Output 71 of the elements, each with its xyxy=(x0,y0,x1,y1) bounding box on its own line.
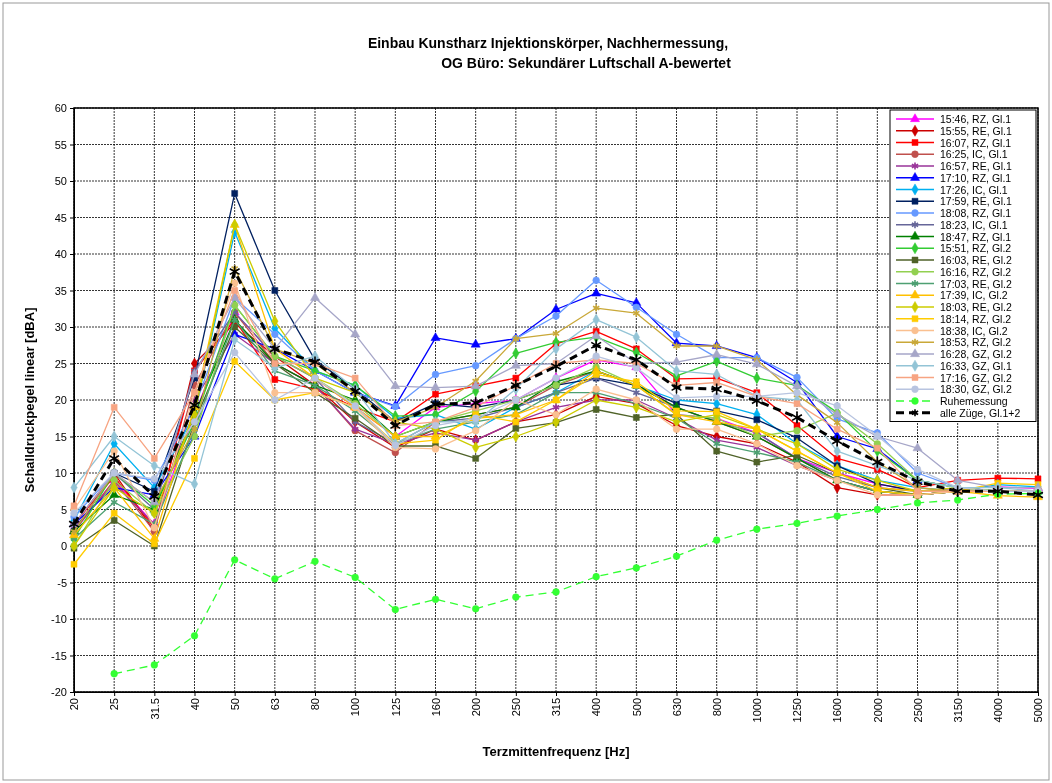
legend-label: 15:46, RZ, Gl.1 xyxy=(940,113,1012,125)
y-tick-label: 5 xyxy=(60,503,67,516)
legend-label: 17:59, RE, Gl.1 xyxy=(940,195,1012,208)
x-tick-label: 5000 xyxy=(1032,698,1045,723)
legend-label: 16:07, RZ, Gl.1 xyxy=(940,136,1012,149)
x-tick-label: 25 xyxy=(108,698,121,711)
x-tick-label: 20 xyxy=(68,698,81,711)
legend-label: Ruhemessung xyxy=(940,395,1008,407)
x-tick-label: 800 xyxy=(710,698,723,717)
y-tick-label: -20 xyxy=(51,686,67,699)
x-tick-label: 500 xyxy=(630,698,643,717)
x-tick-label: 2000 xyxy=(871,698,884,723)
x-tick-label: 100 xyxy=(349,698,362,717)
legend-label: alle Züge, Gl.1+2 xyxy=(940,406,1021,419)
legend-label: 17:39, IC, Gl.2 xyxy=(940,289,1008,302)
y-tick-label: 40 xyxy=(54,248,67,261)
y-tick-label: 55 xyxy=(54,138,67,151)
y-tick-label: 30 xyxy=(54,321,67,334)
y-tick-label: 0 xyxy=(60,540,67,553)
legend-label: 16:03, RE, Gl.2 xyxy=(940,254,1012,266)
x-tick-label: 63 xyxy=(269,698,282,711)
x-tick-label: 160 xyxy=(429,698,442,717)
legend-label: 18:38, IC, Gl.2 xyxy=(940,324,1008,337)
x-tick-label: 315 xyxy=(550,698,563,717)
x-tick-label: 80 xyxy=(309,698,322,711)
legend-label: 17:16, GZ, Gl.2 xyxy=(940,371,1012,384)
x-tick-label: 630 xyxy=(670,698,683,717)
x-tick-label: 3150 xyxy=(951,698,964,723)
x-tick-label: 2500 xyxy=(911,698,924,723)
legend-label: 18:47, RZ, Gl.1 xyxy=(940,230,1012,243)
y-tick-label: 20 xyxy=(54,394,67,407)
y-tick-label: -5 xyxy=(57,576,67,589)
x-tick-label: 200 xyxy=(469,698,482,717)
y-axis-title: Schalldruckpegel linear [dBA] xyxy=(22,307,37,493)
legend-label: 18:03, RE, Gl.2 xyxy=(940,301,1012,313)
x-tick-label: 1600 xyxy=(831,698,844,723)
y-tick-label: 35 xyxy=(54,284,67,297)
legend-label: 17:03, RE, Gl.2 xyxy=(940,277,1012,290)
x-tick-label: 4000 xyxy=(992,698,1005,723)
legend-label: 17:10, RZ, Gl.1 xyxy=(940,171,1012,184)
legend-label: 16:33, GZ, Gl.1 xyxy=(940,359,1012,372)
x-tick-label: 31.5 xyxy=(148,698,161,720)
legend-label: 16:57, RE, Gl.1 xyxy=(940,160,1012,172)
x-tick-label: 1250 xyxy=(791,698,804,723)
x-tick-label: 125 xyxy=(389,698,402,717)
y-tick-label: -10 xyxy=(51,613,67,626)
legend-label: 18:53, RZ, Gl.2 xyxy=(940,336,1012,349)
x-axis-title: Terzmittenfrequenz [Hz] xyxy=(482,744,630,759)
legend-label: 17:26, IC, Gl.1 xyxy=(940,183,1008,196)
y-tick-label: 45 xyxy=(54,211,67,224)
legend-label: 15:55, RE, Gl.1 xyxy=(940,124,1012,137)
y-tick-label: 50 xyxy=(54,175,67,188)
legend-label: 18:14, RZ, Gl.2 xyxy=(940,312,1012,325)
x-tick-label: 1000 xyxy=(751,698,764,723)
legend-label: 18:30, GZ, Gl.2 xyxy=(940,383,1012,396)
y-tick-label: 25 xyxy=(54,357,67,370)
y-tick-label: -15 xyxy=(51,649,67,662)
legend-label: 15:51, RZ, Gl.2 xyxy=(940,242,1012,255)
x-tick-label: 40 xyxy=(188,698,201,711)
y-tick-label: 10 xyxy=(54,467,67,480)
chart-title: Einbau Kunstharz Injektionskörper, Nachhermessung, OG Büro: Sekundärer Luftschall A-bewertet xyxy=(367,35,732,71)
legend-label: 18:08, RZ, Gl.1 xyxy=(940,207,1012,219)
y-tick-label: 15 xyxy=(54,430,67,443)
legend-label: 16:25, IC, Gl.1 xyxy=(940,148,1008,161)
legend-label: 18:23, IC, Gl.1 xyxy=(940,218,1008,231)
x-tick-label: 250 xyxy=(510,698,523,717)
y-tick-label: 60 xyxy=(54,102,67,115)
x-tick-label: 50 xyxy=(228,698,241,711)
legend-label: 16:28, GZ, Gl.2 xyxy=(940,348,1012,360)
x-tick-label: 400 xyxy=(590,698,603,717)
legend-label: 16:16, RZ, Gl.2 xyxy=(940,265,1012,278)
